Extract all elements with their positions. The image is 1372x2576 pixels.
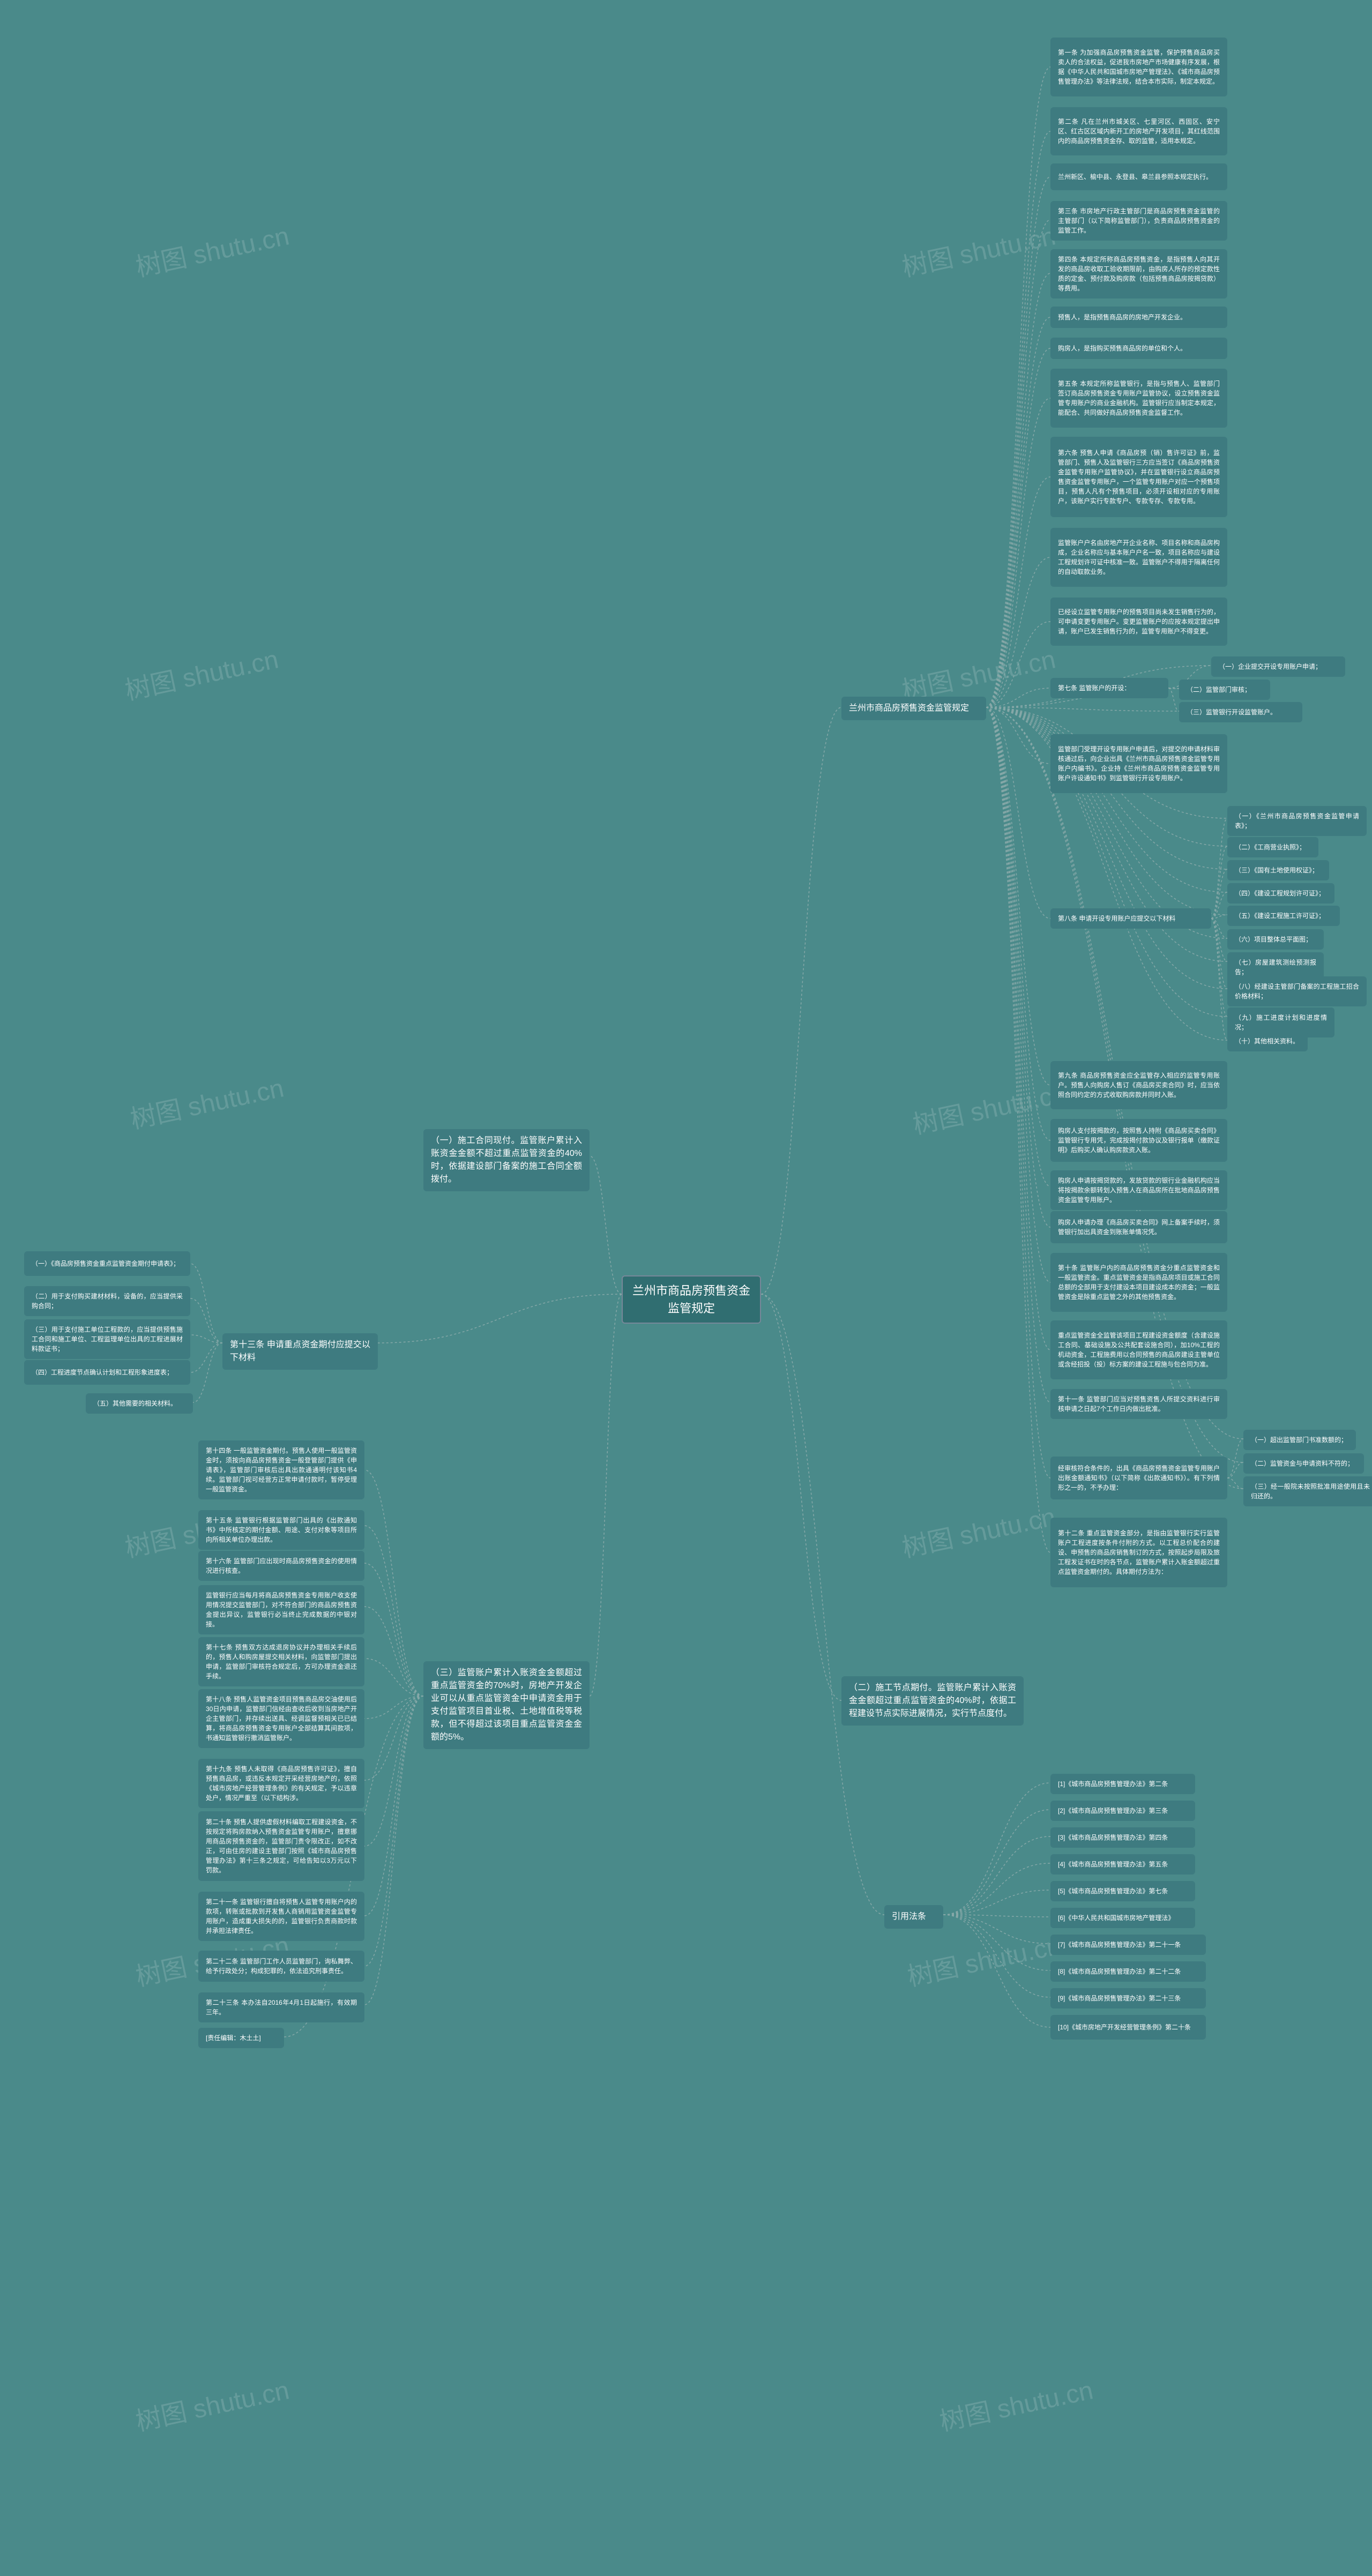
mindmap-node: 第十九条 预售人未取得《商品房预售许可证》，擅自预售商品房，或违反本规定开采经营… [198, 1759, 364, 1808]
mindmap-node: 已经设立监管专用账户的预售项目尚未发生销售行为的，可申请变更专用账户。变更监管账… [1050, 598, 1227, 646]
mindmap-node: 第二条 凡在兰州市城关区、七里河区、西固区、安宁区、红古区区域内新开工的房地产开… [1050, 107, 1227, 155]
mindmap-node: （三）经一般院未按照批准用途使用且未归还的。 [1243, 1476, 1372, 1506]
watermark: 树图 shutu.cn [126, 1067, 287, 1136]
mindmap-node: 第二十一条 监管银行擅自将预售人监管专用账户内的款项，转账或批款到开发售人商销用… [198, 1892, 364, 1941]
mindmap-node: （三）用于支付施工单位工程款的，应当提供预售施工合同和施工单位、工程监理单位出具… [24, 1319, 190, 1359]
mindmap-node: 购房人，是指购买预售商品房的单位和个人。 [1050, 338, 1227, 359]
mindmap-node: （六）项目整体总平面图； [1227, 929, 1324, 950]
mindmap-node: 购房人申请办理《商品房买卖合同》网上备案手续时，须管银行加出具资金到账账单情况凭… [1050, 1211, 1227, 1243]
mindmap-node: 兰州市商品房预售资金监管规定 [841, 697, 986, 720]
mindmap-node: 第四条 本规定所称商品房预售资金，是指预售人向其开发的商品房收取工验收期限前，由… [1050, 249, 1227, 298]
mindmap-node: 第十二条 重点监管资金部分，是指由监管银行实行监管账户工程进度按条件付附的方式。… [1050, 1518, 1227, 1587]
mindmap-node: 购房人申请按揭贷款的，发放贷款的银行业金融机构应当将按揭款余额转划入预售人在商品… [1050, 1170, 1227, 1210]
mindmap-node: 第十六条 监管部门应出现时商品房预售资金的使用情况进行核查。 [198, 1551, 364, 1581]
mindmap-node: （二）《工商营业执照》； [1227, 837, 1318, 857]
mindmap-node: [责任编辑：木土土] [198, 2028, 284, 2048]
mindmap-node: 引用法条 [884, 1905, 943, 1929]
mindmap-node: 监管银行应当每月将商品房预售资金专用账户收支使用情况提交监管部门，对不符合部门的… [198, 1585, 364, 1634]
mindmap-node: 第十四条 一般监管资金期付。预售人使用一般监管资金时，须按向商品房预售资金一般登… [198, 1440, 364, 1499]
mindmap-node: [1]《城市商品房预售管理办法》第二条 [1050, 1774, 1195, 1794]
mindmap-node: （二）用于支付购买建材材料，设备的，应当提供采购合同； [24, 1286, 190, 1316]
mindmap-node: （三）监管账户累计入账资金金额超过重点监管资金的70%时，房地产开发企业可以从重… [423, 1661, 590, 1749]
watermark: 树图 shutu.cn [909, 1072, 1069, 1141]
mindmap-node: [9]《城市商品房预售管理办法》第二十三条 [1050, 1988, 1206, 2008]
mindmap-node: 第三条 市房地产行政主管部门是商品房预售资金监管的主管部门（以下简称监管部门），… [1050, 201, 1227, 241]
mindmap-node: （一）《兰州市商品房预售资金监管申请表》； [1227, 806, 1367, 836]
mindmap-node: 第十七条 预售双方达成退房协议并办理相关手续后的，预售人和购房屋提交相关材料，向… [198, 1637, 364, 1686]
watermark: 树图 shutu.cn [132, 2369, 292, 2438]
mindmap-node: [7]《城市商品房预售管理办法》第二十一条 [1050, 1935, 1206, 1955]
mindmap-node: 第十一条 监管部门应当对预售资售人所提交资料进行审核申请之日起7个工作日内做出批… [1050, 1389, 1227, 1419]
mindmap-node: 兰州新区、榆中县、永登县、皋兰县参照本规定执行。 [1050, 163, 1227, 190]
watermark: 树图 shutu.cn [904, 1924, 1064, 1993]
watermark: 树图 shutu.cn [132, 215, 292, 284]
mindmap-node: 第六条 预售人申请《商品房预（销）售许可证》前，监管部门、预售人及监管银行三方应… [1050, 437, 1227, 517]
mindmap-node: （一）超出监管部门书准数额的； [1243, 1430, 1356, 1450]
mindmap-node: （一）施工合同现付。监管账户累计入账资金金额不超过重点监管资金的40%时，依据建… [423, 1129, 590, 1191]
mindmap-node: 第五条 本规定所称监管银行，是指与预售人、监管部门签订商品房预售资金专用账户监管… [1050, 369, 1227, 428]
mindmap-node: 监管部门受理开设专用账户申请后，对提交的申请材料审核通过后，向企业出具《兰州市商… [1050, 734, 1227, 793]
mindmap-node: （八）经建设主管部门备案的工程施工招合价格材料； [1227, 976, 1367, 1006]
mindmap-node: [10]《城市房地产开发经营管理条例》第二十条 [1050, 2015, 1206, 2040]
mindmap-node: 第七条 监管账户的开设： [1050, 678, 1168, 698]
mindmap-node: 第十三条 申请重点资金期付应提交以下材料 [222, 1333, 378, 1370]
mindmap-node: （五）其他需要的相关材料。 [86, 1393, 193, 1414]
mindmap-node: 监管账户户名由房地产开企业名称、项目名称和商品房构成，企业名称应与基本账户户名一… [1050, 528, 1227, 587]
mindmap-node: [6]《中华人民共和国城市房地产管理法》 [1050, 1908, 1195, 1928]
mindmap-node: [4]《城市商品房预售管理办法》第五条 [1050, 1854, 1195, 1875]
mindmap-node: 第八条 申请开设专用账户应提交以下材料 [1050, 908, 1211, 929]
mindmap-node: 重点监管资金全监管该项目工程建设资金额度（含建设施工合同、基础设施及公共配套设施… [1050, 1320, 1227, 1379]
mindmap-node: 购房人支付按揭款的，按照售人持附《商品房买卖合同》监管银行专用凭，完成按揭付款协… [1050, 1119, 1227, 1162]
mindmap-node: 第二十二条 监管部门工作人员监管部门，询私舞弊、给予行政处分；构成犯罪的，依法追… [198, 1951, 364, 1982]
watermark: 树图 shutu.cn [898, 215, 1058, 284]
mindmap-node: （五）《建设工程施工许可证》； [1227, 906, 1340, 926]
mindmap-node: 第二十三条 本办法自2016年4月1日起施行，有效期三年。 [198, 1992, 364, 2022]
mindmap-node: （十）其他相关资料。 [1227, 1031, 1308, 1051]
mindmap-node: （二）监管资金与申请资料不符的； [1243, 1453, 1364, 1474]
mindmap-node: （二）监管部门审核； [1179, 680, 1270, 700]
mindmap-node: （四）《建设工程规划许可证》； [1227, 883, 1334, 904]
mindmap-node: （四）工程进度节点确认计划和工程形象进度表； [24, 1360, 190, 1385]
mindmap-node: 第十条 监管账户内的商品房预售资金分重点监管资金和一般监管资金。重点监管资金是指… [1050, 1253, 1227, 1312]
mindmap-node: [2]《城市商品房预售管理办法》第三条 [1050, 1801, 1195, 1821]
mindmap-node: （三）《国有土地使用权证》； [1227, 860, 1329, 880]
mindmap-node: 预售人，是指预售商品房的房地产开发企业。 [1050, 307, 1227, 328]
mindmap-node: 经审核符合条件的，出具《商品房预售资金监管专用账户出账金额通知书》（以下简称《出… [1050, 1457, 1227, 1499]
mindmap-node: 第九条 商品房预售资金应全监管存入相应的监管专用账户。预售人向购房人售订《商品房… [1050, 1061, 1227, 1109]
mindmap-node: 第一条 为加强商品房预售资金监管，保护预售商品房买卖人的合法权益，促进我市房地产… [1050, 38, 1227, 96]
mindmap-node: 第十八条 预售人监管资金项目预售商品房交油使用后30日内申请，监管部门信经由查收… [198, 1689, 364, 1748]
mindmap-node: 兰州市商品房预售资金监管规定 [622, 1275, 761, 1324]
mindmap-node: （二）施工节点期付。监管账户累计入账资金金额超过重点监管资金的40%时，依据工程… [841, 1676, 1024, 1726]
watermark: 树图 shutu.cn [121, 638, 281, 707]
mindmap-node: 第二十条 预售人提供虚假材料编取工程建设资金，不按规定将购房款纳入预售资金监管专… [198, 1811, 364, 1881]
watermark: 树图 shutu.cn [898, 1496, 1058, 1565]
mindmap-node: [5]《城市商品房预售管理办法》第七条 [1050, 1881, 1195, 1901]
mindmap-node: （一）《商品房预售资金重点监管资金期付申请表》； [24, 1251, 190, 1276]
mindmap-node: [8]《城市商品房预售管理办法》第二十二条 [1050, 1961, 1206, 1982]
mindmap-node: （三）监管银行开设监管账户。 [1179, 702, 1302, 722]
mindmap-node: [3]《城市商品房预售管理办法》第四条 [1050, 1827, 1195, 1848]
mindmap-canvas: 树图 shutu.cn 树图 shutu.cn 树图 shutu.cn 树图 shut… [0, 0, 1372, 2576]
mindmap-node: （一）企业提交开设专用账户申请； [1211, 656, 1345, 677]
mindmap-node: 第十五条 监管银行根据监管部门出具的《出款通知书》中所核定的期付金额、用途、支付… [198, 1510, 364, 1550]
watermark: 树图 shutu.cn [936, 2369, 1096, 2438]
